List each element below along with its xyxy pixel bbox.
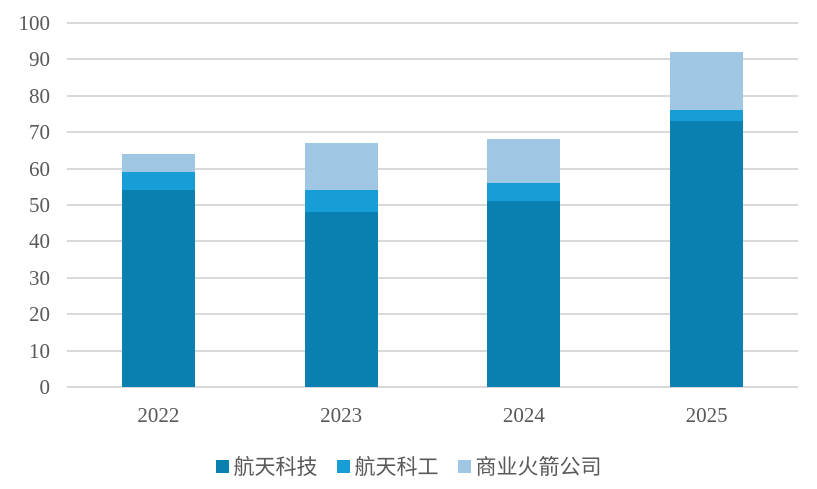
legend-swatch-icon — [215, 459, 229, 473]
bar-segment-2022-series-2 — [121, 154, 195, 173]
y-axis-tick-label: 0 — [39, 375, 51, 399]
gridline — [67, 349, 798, 352]
gridline — [67, 204, 798, 206]
y-axis-tick-label: 30 — [29, 265, 50, 290]
y-axis-tick-label: 90 — [29, 47, 50, 72]
gridline — [67, 58, 798, 61]
legend-label: 航天科技 — [233, 455, 318, 479]
x-axis-tick-label: 2023 — [320, 403, 363, 427]
legend-item-series-2: 商业火箭公司 — [457, 451, 602, 481]
gridline — [67, 276, 798, 279]
legend-item-series-0: 航天科技 — [215, 451, 318, 481]
legend-swatch-icon — [336, 459, 350, 473]
gridline — [67, 240, 798, 243]
legend-item-series-1: 航天科工 — [336, 451, 439, 481]
y-axis-tick-label: 50 — [29, 193, 50, 217]
bar-segment-2022-series-1 — [121, 172, 195, 191]
y-axis-tick-label: 60 — [29, 156, 50, 181]
y-axis-tick-label: 10 — [29, 338, 50, 363]
bar-segment-2024-series-0 — [487, 201, 561, 387]
x-axis-tick-label: 2022 — [137, 403, 180, 427]
y-axis-tick-label: 20 — [29, 302, 50, 327]
x-axis-tick-label: 2025 — [685, 403, 728, 427]
gridline — [67, 22, 798, 24]
y-axis-tick-label: 70 — [29, 120, 50, 145]
y-axis-tick-label: 100 — [18, 11, 51, 35]
legend-label: 航天科工 — [354, 455, 439, 479]
bar-segment-2022-series-0 — [121, 190, 195, 387]
legend-label: 商业火箭公司 — [475, 455, 602, 479]
gridline — [67, 131, 798, 134]
bar-segment-2025-series-0 — [670, 121, 744, 387]
gridline — [67, 94, 798, 97]
y-axis-tick-label: 80 — [29, 83, 50, 108]
bar-segment-2025-series-1 — [670, 110, 744, 122]
bar-segment-2023-series-2 — [304, 143, 378, 191]
y-axis-tick-label: 40 — [29, 229, 50, 254]
bar-segment-2024-series-2 — [487, 139, 561, 184]
x-axis-tick-label: 2024 — [502, 403, 545, 427]
bar-segment-2023-series-0 — [304, 212, 378, 387]
gridline — [67, 167, 798, 170]
bar-segment-2024-series-1 — [487, 183, 561, 202]
gridline — [67, 313, 798, 316]
x-axis-line — [67, 386, 798, 388]
bar-segment-2025-series-2 — [670, 52, 744, 111]
bar-segment-2023-series-1 — [304, 190, 378, 213]
legend-swatch-icon — [457, 459, 471, 473]
legend: 航天科技 航天科工 商业火箭公司 — [0, 451, 817, 481]
